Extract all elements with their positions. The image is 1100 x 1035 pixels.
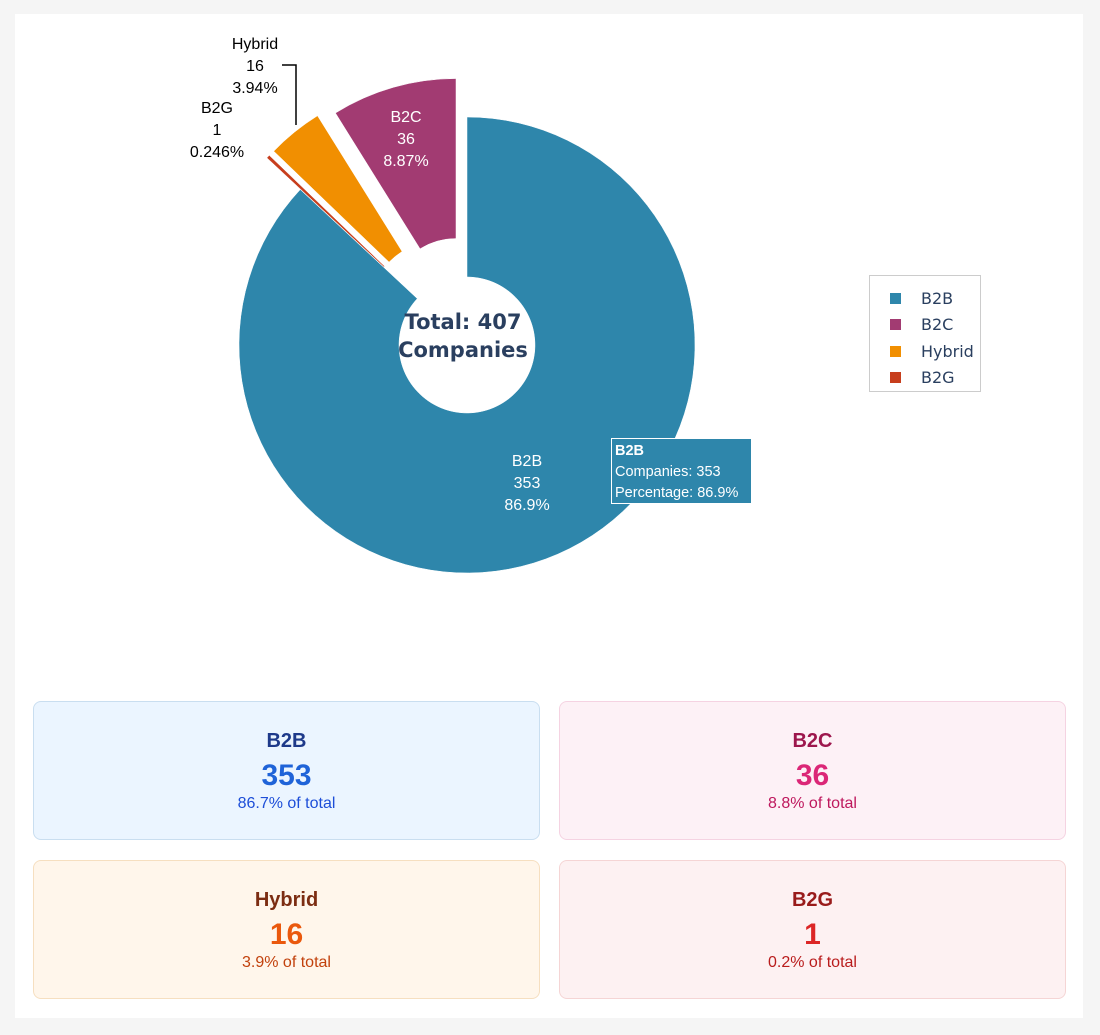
card-subtitle: 3.9% of total (242, 954, 331, 971)
label-b2b-pct: 86.9% (504, 497, 549, 514)
legend-swatch (890, 345, 901, 357)
legend-item-hybrid[interactable]: Hybrid (870, 338, 980, 365)
legend-item-b2g[interactable]: B2G (870, 365, 980, 392)
card-title: Hybrid (254, 889, 319, 911)
card-subtitle: 0.2% of total (768, 954, 857, 971)
label-b2g-pct: 0.246% (190, 144, 244, 161)
tooltip-percentage: Percentage: 86.9% (615, 485, 739, 501)
legend-label: Hybrid (921, 341, 974, 361)
card-title: B2C (792, 730, 833, 752)
label-b2g-name: B2G (201, 100, 233, 117)
label-hybrid-pct: 3.94% (232, 80, 277, 97)
card-value: 16 (269, 918, 304, 951)
slice-b2c[interactable] (335, 78, 457, 250)
card-value: 353 (261, 759, 312, 792)
legend-swatch (890, 372, 901, 384)
label-b2c-name: B2C (390, 109, 421, 126)
card-value: 36 (795, 759, 830, 792)
card-title: B2G (791, 889, 834, 911)
tooltip-title: B2B (615, 443, 645, 459)
hybrid-label-leader-line (282, 64, 297, 125)
label-hybrid-value: 16 (246, 58, 264, 75)
legend-label: B2C (921, 315, 954, 335)
legend: B2B B2C Hybrid B2G (869, 275, 981, 392)
label-hybrid-name: Hybrid (232, 36, 278, 53)
legend-label: B2B (921, 288, 954, 308)
stat-card-hybrid: Hybrid 16 3.9% of total (33, 860, 540, 999)
legend-item-b2c[interactable]: B2C (870, 312, 980, 339)
card-subtitle: 86.7% of total (237, 795, 336, 812)
stat-card-b2g: B2G 1 0.2% of total (559, 860, 1066, 999)
card-value: 1 (804, 918, 821, 951)
label-b2b-value: 353 (514, 475, 541, 492)
legend-item-b2b[interactable]: B2B (870, 285, 980, 312)
slice-b2g[interactable] (266, 154, 385, 268)
stat-card-b2b: B2B 353 86.7% of total (33, 701, 540, 840)
label-b2c-pct: 8.87% (383, 153, 428, 170)
center-text-line2: Companies (398, 338, 528, 362)
card-title: B2B (266, 730, 307, 752)
slice-hybrid[interactable] (273, 115, 403, 263)
legend-swatch (890, 319, 901, 331)
stat-card-b2c: B2C 36 8.8% of total (559, 701, 1066, 840)
slice-b2b[interactable] (238, 116, 696, 574)
legend-swatch (890, 292, 901, 304)
tooltip-companies: Companies: 353 (615, 464, 721, 480)
hover-tooltip: B2B Companies: 353 Percentage: 86.9% (611, 438, 752, 504)
center-text-line1: Total: 407 (405, 310, 522, 334)
label-b2c-value: 36 (397, 131, 415, 148)
legend-label: B2G (921, 368, 955, 388)
label-b2g-value: 1 (213, 122, 222, 139)
card-subtitle: 8.8% of total (768, 795, 857, 812)
label-b2b-name: B2B (512, 453, 542, 470)
